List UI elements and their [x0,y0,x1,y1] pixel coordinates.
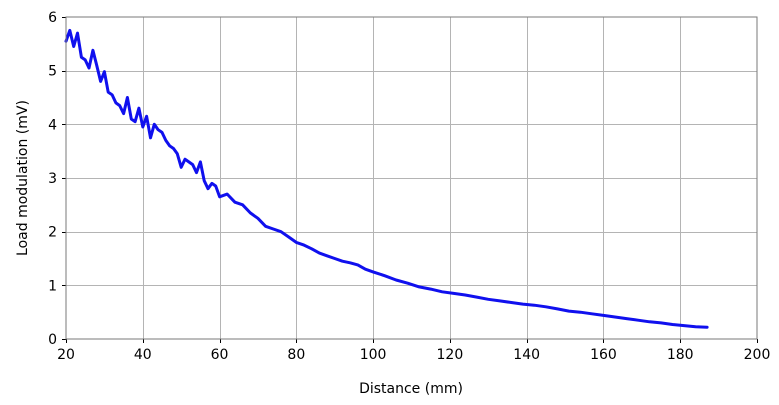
y-tick-label: 2 [48,225,57,241]
x-tick-label: 140 [513,347,540,363]
series-line [64,28,709,329]
y-tick-label: 5 [48,64,57,80]
gridlines [66,17,757,339]
x-tick-label: 40 [134,347,152,363]
y-tick-label: 3 [48,171,57,187]
x-tick-label: 200 [744,347,771,363]
x-tick-label: 120 [437,347,464,363]
x-tick-label: 160 [590,347,617,363]
x-tick-label: 20 [57,347,75,363]
x-tick-label: 100 [360,347,387,363]
x-tick-label: 80 [287,347,305,363]
x-tick-label: 180 [667,347,694,363]
series-layer [64,28,709,329]
x-axis-title: Distance (mm) [359,381,463,397]
tick-labels: 20 40 60 80 100 120 140 160 180 200 0 1 2 3 4 5 6 [48,10,770,363]
plot-frame [65,16,758,340]
y-axis-title: Load modulation (mV) [15,100,31,256]
y-tick-label: 4 [48,117,57,133]
x-tick-label: 60 [211,347,229,363]
y-tick-label: 0 [48,332,57,348]
y-tick-label: 1 [48,278,57,294]
axis-ticks [62,17,758,343]
y-tick-label: 6 [48,10,57,26]
